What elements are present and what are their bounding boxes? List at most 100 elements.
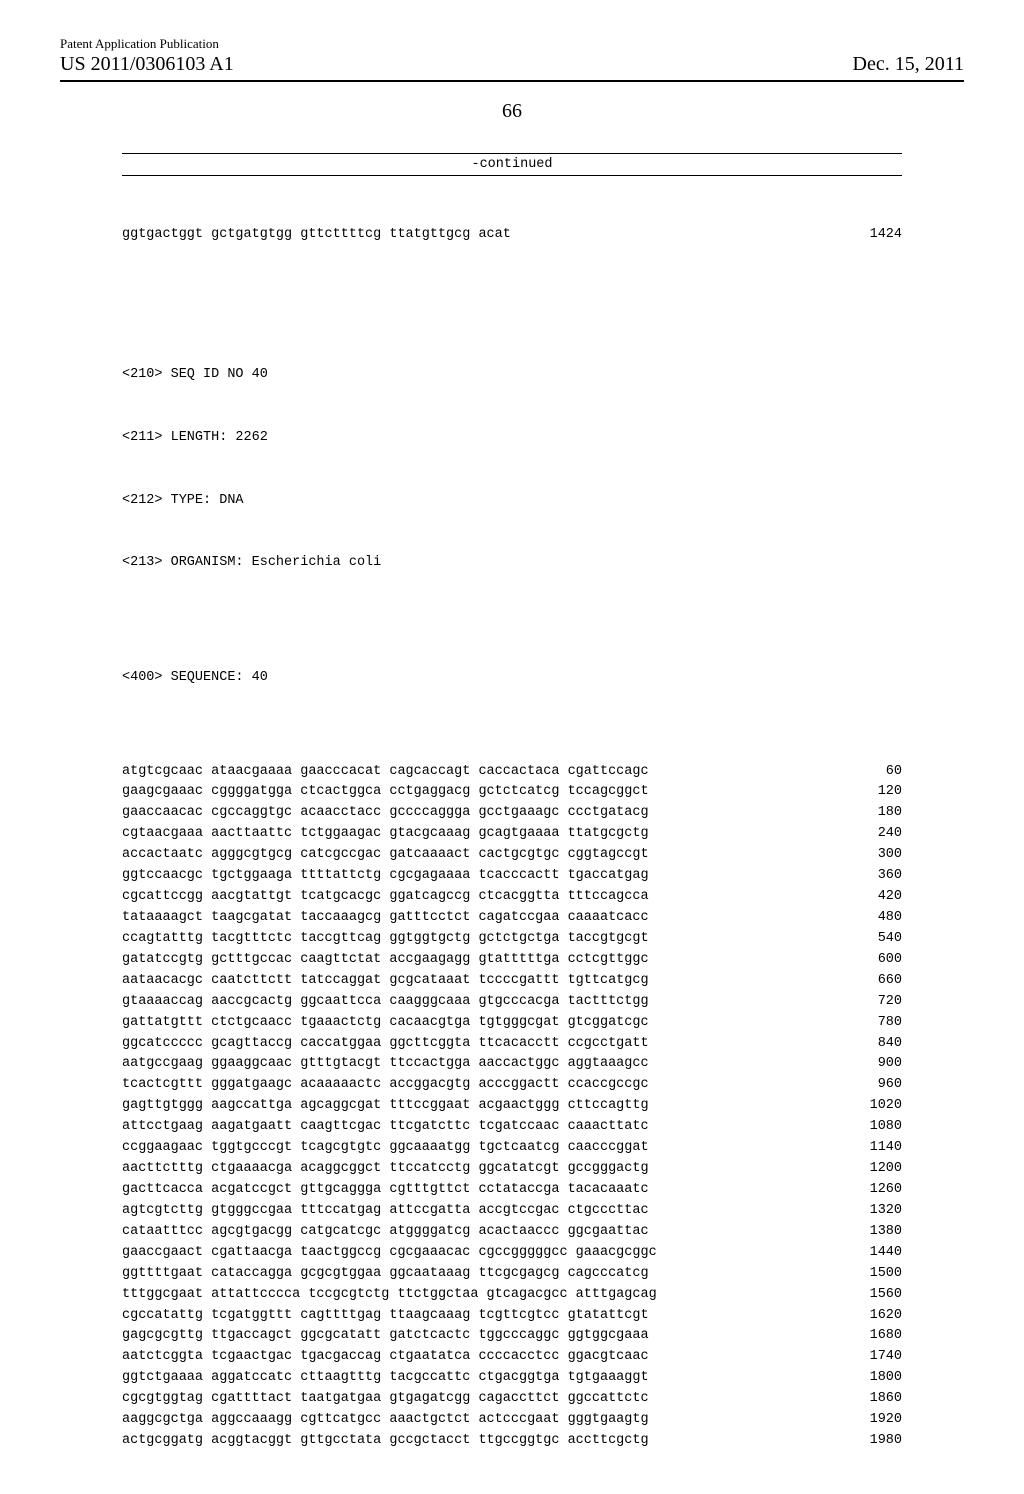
sequence-rows-container: atgtcgcaac ataacgaaaa gaacccacat cagcacc… — [122, 762, 902, 1452]
sequence-row: aatctcggta tcgaactgac tgacgaccag ctgaata… — [122, 1347, 902, 1368]
sequence-text: atgtcgcaac ataacgaaaa gaacccacat cagcacc… — [122, 762, 649, 783]
page: Patent Application Publication US 2011/0… — [0, 0, 1024, 1320]
sequence-position: 1800 — [842, 1368, 902, 1389]
sequence-position: 1140 — [842, 1138, 902, 1159]
sequence-position: 660 — [842, 971, 902, 992]
sequence-row: tataaaagct taagcgatat taccaaagcg gatttcc… — [122, 908, 902, 929]
sequence-position: 480 — [842, 908, 902, 929]
sequence-row: aacttctttg ctgaaaacga acaggcggct ttccatc… — [122, 1159, 902, 1180]
sequence-position: 240 — [842, 824, 902, 845]
sequence-row: ggcatccccc gcagttaccg caccatggaa ggcttcg… — [122, 1034, 902, 1055]
sequence-text: agtcgtcttg gtgggccgaa tttccatgag attccga… — [122, 1201, 649, 1222]
sequence-position: 360 — [842, 866, 902, 887]
sequence-row: gaagcgaaac cggggatgga ctcactggca cctgagg… — [122, 782, 902, 803]
sequence-text: aaggcgctga aggccaaagg cgttcatgcc aaactgc… — [122, 1410, 649, 1431]
sequence-row: cgcattccgg aacgtattgt tcatgcacgc ggatcag… — [122, 887, 902, 908]
sequence-text: accactaatc agggcgtgcg catcgccgac gatcaaa… — [122, 845, 649, 866]
sequence-text: cgcattccgg aacgtattgt tcatgcacgc ggatcag… — [122, 887, 649, 908]
sequence-row: cgcgtggtag cgattttact taatgatgaa gtgagat… — [122, 1389, 902, 1410]
sequence-position: 300 — [842, 845, 902, 866]
sequence-text: aataacacgc caatcttctt tatccaggat gcgcata… — [122, 971, 649, 992]
sequence-row: aatgccgaag ggaaggcaac gtttgtacgt ttccact… — [122, 1054, 902, 1075]
sequence-position: 540 — [842, 929, 902, 950]
sequence-position: 180 — [842, 803, 902, 824]
sequence-position: 1860 — [842, 1389, 902, 1410]
sequence-row: gagttgtggg aagccattga agcaggcgat tttccgg… — [122, 1096, 902, 1117]
sequence-text: gagttgtggg aagccattga agcaggcgat tttccgg… — [122, 1096, 649, 1117]
sequence-row: tcactcgttt gggatgaagc acaaaaactc accggac… — [122, 1075, 902, 1096]
sequence-text: gattatgttt ctctgcaacc tgaaactctg cacaacg… — [122, 1013, 649, 1034]
sequence-row: aaggcgctga aggccaaagg cgttcatgcc aaactgc… — [122, 1410, 902, 1431]
sequence-position: 1620 — [842, 1306, 902, 1327]
sequence-position: 120 — [842, 782, 902, 803]
sequence-position: 1980 — [842, 1431, 902, 1452]
sequence-position: 60 — [842, 762, 902, 783]
sequence-text: ccggaagaac tggtgcccgt tcagcgtgtc ggcaaaa… — [122, 1138, 649, 1159]
sequence-text: tttggcgaat attattcccca tccgcgtctg ttctgg… — [122, 1285, 657, 1306]
sequence-text: cataatttcc agcgtgacgg catgcatcgc atgggga… — [122, 1222, 649, 1243]
sequence-row: gaaccaacac cgccaggtgc acaacctacc gccccag… — [122, 803, 902, 824]
sequence-text: gagcgcgttg ttgaccagct ggcgcatatt gatctca… — [122, 1326, 649, 1347]
sequence-row: ccagtatttg tacgtttctc taccgttcag ggtggtg… — [122, 929, 902, 950]
sequence-row: aataacacgc caatcttctt tatccaggat gcgcata… — [122, 971, 902, 992]
sequence-text: ggcatccccc gcagttaccg caccatggaa ggcttcg… — [122, 1034, 649, 1055]
sequence-position: 1260 — [842, 1180, 902, 1201]
sequence-position: 780 — [842, 1013, 902, 1034]
sequence-position: 1424 — [842, 225, 902, 246]
application-line: Patent Application Publication — [60, 36, 219, 52]
meta-line: <211> LENGTH: 2262 — [122, 428, 902, 449]
sequence-text: cgccatattg tcgatggttt cagttttgag ttaagca… — [122, 1306, 649, 1327]
sequence-position: 1500 — [842, 1264, 902, 1285]
sequence-row: agtcgtcttg gtgggccgaa tttccatgag attccga… — [122, 1201, 902, 1222]
sequence-row: gaaccgaact cgattaacga taactggccg cgcgaaa… — [122, 1243, 902, 1264]
sequence-text: cgtaacgaaa aacttaattc tctggaagac gtacgca… — [122, 824, 649, 845]
sequence-position: 1380 — [842, 1222, 902, 1243]
sequence-position: 1200 — [842, 1159, 902, 1180]
sequence-row: gacttcacca acgatccgct gttgcaggga cgtttgt… — [122, 1180, 902, 1201]
sequence-position: 1920 — [842, 1410, 902, 1431]
sequence-text: aatctcggta tcgaactgac tgacgaccag ctgaata… — [122, 1347, 649, 1368]
sequence-row: tttggcgaat attattcccca tccgcgtctg ttctgg… — [122, 1285, 902, 1306]
sequence-row: actgcggatg acggtacggt gttgcctata gccgcta… — [122, 1431, 902, 1452]
page-number-header: 66 — [60, 100, 964, 123]
sequence-text: gaaccgaact cgattaacga taactggccg cgcgaaa… — [122, 1243, 657, 1264]
sequence-row: cataatttcc agcgtgacgg catgcatcgc atgggga… — [122, 1222, 902, 1243]
sequence-row: gtaaaaccag aaccgcactg ggcaattcca caagggc… — [122, 992, 902, 1013]
sequence-row: atgtcgcaac ataacgaaaa gaacccacat cagcacc… — [122, 762, 902, 783]
sequence-text: tataaaagct taagcgatat taccaaagcg gatttcc… — [122, 908, 649, 929]
sequence-text: actgcggatg acggtacggt gttgcctata gccgcta… — [122, 1431, 649, 1452]
sequence-text: ggttttgaat cataccagga gcgcgtggaa ggcaata… — [122, 1264, 649, 1285]
sequence-body: ggtgactggt gctgatgtgg gttcttttcg ttatgtt… — [122, 176, 902, 1494]
publication-date: Dec. 15, 2011 — [853, 53, 964, 76]
sequence-text: gacttcacca acgatccgct gttgcaggga cgtttgt… — [122, 1180, 649, 1201]
sequence-text: cgcgtggtag cgattttact taatgatgaa gtgagat… — [122, 1389, 649, 1410]
sequence-text: ccagtatttg tacgtttctc taccgttcag ggtggtg… — [122, 929, 649, 950]
meta-line: <210> SEQ ID NO 40 — [122, 365, 902, 386]
sequence-position: 1320 — [842, 1201, 902, 1222]
sequence-text: gaaccaacac cgccaggtgc acaacctacc gccccag… — [122, 803, 649, 824]
sequence-row: cgccatattg tcgatggttt cagttttgag ttaagca… — [122, 1306, 902, 1327]
sequence-position: 900 — [842, 1054, 902, 1075]
sequence-text: attcctgaag aagatgaatt caagttcgac ttcgatc… — [122, 1117, 649, 1138]
sequence-row: ggtccaacgc tgctggaaga ttttattctg cgcgaga… — [122, 866, 902, 887]
sequence-text: ggtctgaaaa aggatccatc cttaagtttg tacgcca… — [122, 1368, 649, 1389]
sequence-row: ccggaagaac tggtgcccgt tcagcgtgtc ggcaaaa… — [122, 1138, 902, 1159]
sequence-position: 1740 — [842, 1347, 902, 1368]
sequence-row-tail: ggtgactggt gctgatgtgg gttcttttcg ttatgtt… — [122, 225, 902, 246]
sequence-row: cgtaacgaaa aacttaattc tctggaagac gtacgca… — [122, 824, 902, 845]
sequence-row: gagcgcgttg ttgaccagct ggcgcatatt gatctca… — [122, 1326, 902, 1347]
publication-number: US 2011/0306103 A1 — [60, 52, 234, 76]
sequence-row: gattatgttt ctctgcaacc tgaaactctg cacaacg… — [122, 1013, 902, 1034]
sequence-position: 1680 — [842, 1326, 902, 1347]
sequence-text: aacttctttg ctgaaaacga acaggcggct ttccatc… — [122, 1159, 649, 1180]
sequence-row: gatatccgtg gctttgccac caagttctat accgaag… — [122, 950, 902, 971]
sequence-row: accactaatc agggcgtgcg catcgccgac gatcaaa… — [122, 845, 902, 866]
sequence-row: ggtctgaaaa aggatccatc cttaagtttg tacgcca… — [122, 1368, 902, 1389]
sequence-header-line: <400> SEQUENCE: 40 — [122, 668, 902, 689]
header-left: Patent Application Publication US 2011/0… — [60, 36, 234, 76]
sequence-text: tcactcgttt gggatgaagc acaaaaactc accggac… — [122, 1075, 649, 1096]
continued-label: -continued — [122, 154, 902, 175]
sequence-text: gatatccgtg gctttgccac caagttctat accgaag… — [122, 950, 649, 971]
sequence-position: 1080 — [842, 1117, 902, 1138]
sequence-position: 720 — [842, 992, 902, 1013]
